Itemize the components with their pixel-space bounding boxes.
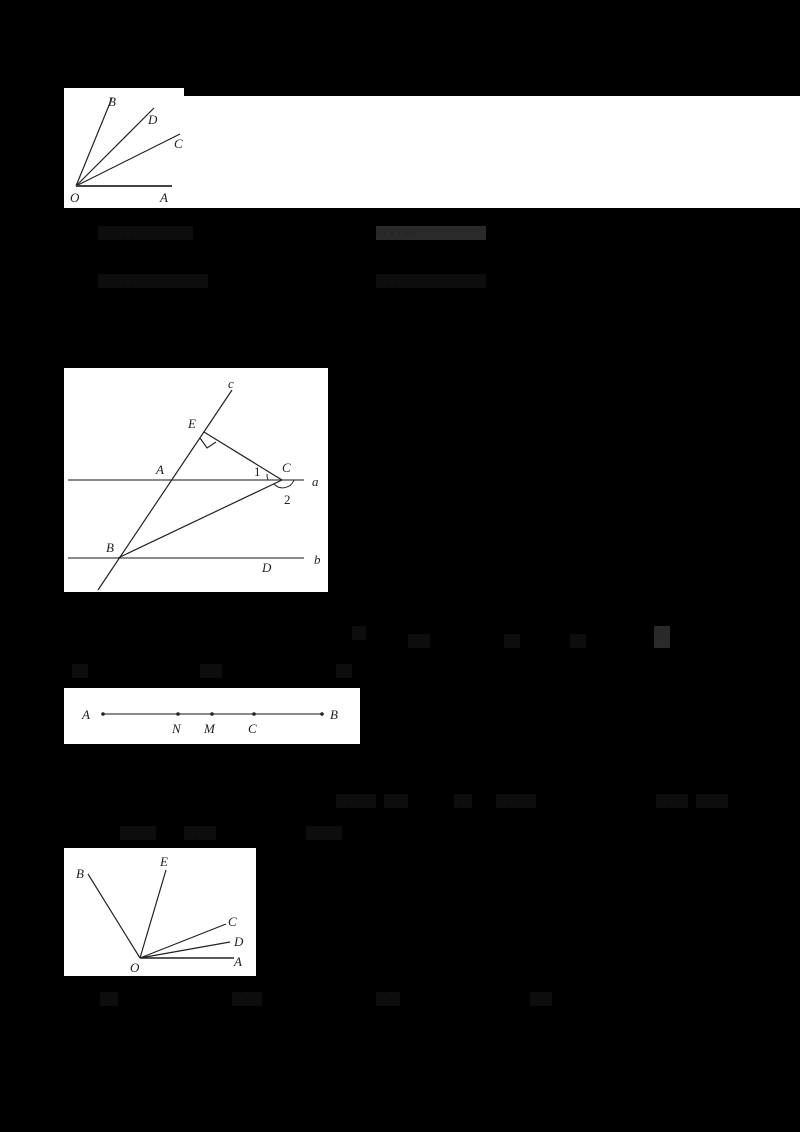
- label-m: M: [203, 721, 216, 736]
- figure-parallel-lines: c E A 1 C a 2 B D b: [64, 368, 328, 592]
- figure-angles-oabcde: B E C D O A: [64, 848, 256, 976]
- label-c: C: [174, 136, 183, 151]
- label-o: O: [70, 190, 80, 205]
- q4-frag-9: · ·: [306, 826, 342, 840]
- q4-frag-5: · · ·: [656, 794, 688, 808]
- q4-frag-2: · ·: [384, 794, 408, 808]
- label-e: E: [187, 416, 196, 431]
- label-a: A: [81, 707, 90, 722]
- q3-frag-3: ·: [504, 634, 520, 648]
- q4-frag-8: · · ·: [184, 826, 216, 840]
- label-b: B: [108, 94, 116, 109]
- label-a: A: [233, 954, 242, 969]
- label-c: C: [248, 721, 257, 736]
- label-b-line: b: [314, 552, 321, 567]
- figure-segment-ab: A N M C B: [64, 688, 360, 744]
- q3-frag-6: ·: [72, 664, 88, 678]
- label-e: E: [159, 854, 168, 869]
- label-a-line: a: [312, 474, 319, 489]
- q4-frag-4: · · ·: [496, 794, 536, 808]
- q3-frag-4: ·: [570, 634, 586, 648]
- q5-option-b: · ·: [232, 992, 262, 1006]
- label-b: B: [76, 866, 84, 881]
- label-b-point: B: [106, 540, 114, 555]
- label-a-point: A: [155, 462, 164, 477]
- label-angle-2: 2: [284, 492, 291, 507]
- figure-angles-oabcd: B D C O A: [64, 88, 184, 208]
- q3-frag-2: ·: [408, 634, 430, 648]
- q4-frag-3: · ·: [454, 794, 472, 808]
- figure-blank-strip: [184, 96, 800, 208]
- label-o: O: [130, 960, 140, 975]
- label-d-point: D: [261, 560, 272, 575]
- q5-option-d: · ·: [530, 992, 552, 1006]
- q5-option-a: ·: [100, 992, 118, 1006]
- label-a: A: [159, 190, 168, 205]
- q5-option-c: · ·: [376, 992, 400, 1006]
- q4-frag-1: · · ·: [336, 794, 376, 808]
- q3-frag-1: ·: [352, 626, 366, 640]
- q3-frag-5: ·: [654, 626, 670, 648]
- label-b: B: [330, 707, 338, 722]
- q4-frag-6: · ·: [696, 794, 728, 808]
- label-n: N: [171, 721, 182, 736]
- option-c-text: · · · · · · ·: [98, 274, 208, 288]
- q4-frag-7: · ·: [120, 826, 156, 840]
- label-d: D: [233, 934, 244, 949]
- q3-frag-7: ·: [200, 664, 222, 678]
- label-c-line: c: [228, 376, 234, 391]
- label-c: C: [228, 914, 237, 929]
- option-d-text: · · · · · · ·: [376, 274, 486, 288]
- option-a-text: · · · · · ·: [98, 226, 193, 240]
- option-b-text: · · · · · ·: [376, 226, 486, 240]
- label-angle-1: 1: [254, 464, 261, 479]
- label-d: D: [147, 112, 158, 127]
- q3-frag-8: ·: [336, 664, 352, 678]
- label-c-point: C: [282, 460, 291, 475]
